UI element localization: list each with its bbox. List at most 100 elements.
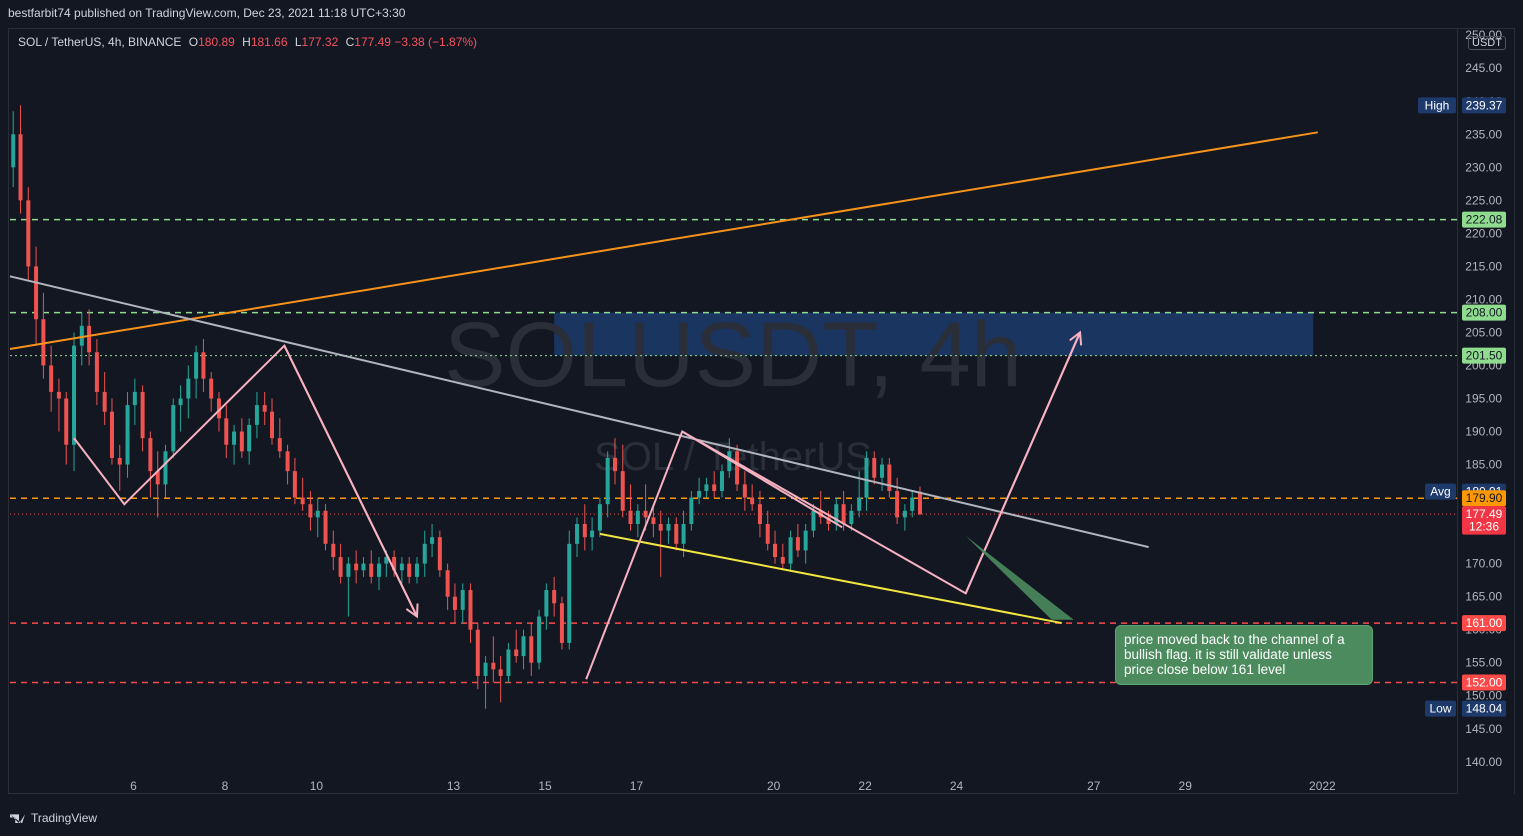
candle[interactable] <box>674 517 679 551</box>
price-axis[interactable] <box>1458 28 1515 794</box>
candle[interactable] <box>194 345 199 399</box>
price-label[interactable]: 152.00 <box>1462 674 1506 691</box>
candle[interactable] <box>750 484 755 511</box>
candle[interactable] <box>780 543 785 571</box>
price-label[interactable]: 12:36 <box>1462 518 1506 535</box>
candle[interactable] <box>377 557 382 591</box>
candle[interactable] <box>94 339 99 406</box>
candle[interactable] <box>346 557 351 617</box>
trendline[interactable] <box>73 343 418 617</box>
candle[interactable] <box>757 490 762 538</box>
candle[interactable] <box>902 504 907 531</box>
candle[interactable] <box>163 444 168 498</box>
trendline[interactable] <box>283 345 418 617</box>
candle[interactable] <box>628 484 633 531</box>
analysis-note[interactable]: price moved back to the channel of a bul… <box>1115 625 1373 685</box>
candle[interactable] <box>239 418 244 458</box>
candle[interactable] <box>742 471 747 511</box>
candle[interactable] <box>880 457 885 491</box>
candle[interactable] <box>643 484 648 531</box>
chart-pane[interactable] <box>8 28 1458 794</box>
candle[interactable] <box>666 517 671 544</box>
candle[interactable] <box>300 477 305 511</box>
trendline[interactable] <box>9 131 1318 350</box>
candle[interactable] <box>422 530 427 577</box>
candle[interactable] <box>262 391 267 425</box>
candle[interactable] <box>26 187 31 280</box>
candle[interactable] <box>910 490 915 518</box>
candle[interactable] <box>895 477 900 524</box>
candle[interactable] <box>361 557 366 577</box>
candle[interactable] <box>704 477 709 498</box>
candle[interactable] <box>834 497 839 531</box>
candle[interactable] <box>323 504 328 551</box>
trendline[interactable] <box>599 532 1062 625</box>
candle[interactable] <box>232 424 237 465</box>
candle[interactable] <box>445 563 450 610</box>
candle[interactable] <box>49 345 54 412</box>
candle[interactable] <box>460 583 465 624</box>
candle[interactable] <box>399 557 404 584</box>
price-label[interactable]: 161.00 <box>1462 615 1506 632</box>
candle[interactable] <box>64 391 69 465</box>
candle[interactable] <box>597 497 602 538</box>
target-zone[interactable] <box>554 312 1314 356</box>
candle[interactable] <box>18 105 23 214</box>
candle[interactable] <box>605 451 610 518</box>
candle[interactable] <box>620 444 625 518</box>
candle[interactable] <box>635 504 640 538</box>
candle[interactable] <box>414 557 419 584</box>
candle[interactable] <box>567 530 572 650</box>
candle[interactable] <box>735 444 740 491</box>
candle[interactable] <box>407 557 412 584</box>
candle[interactable] <box>864 451 869 511</box>
candle[interactable] <box>155 451 160 518</box>
candle[interactable] <box>72 332 77 472</box>
candle[interactable] <box>537 609 542 670</box>
candle[interactable] <box>468 583 473 643</box>
candle[interactable] <box>514 629 519 663</box>
candle[interactable] <box>719 464 724 498</box>
candle[interactable] <box>788 530 793 571</box>
candle[interactable] <box>803 524 808 564</box>
candle[interactable] <box>109 398 114 465</box>
candle[interactable] <box>917 486 922 516</box>
candle[interactable] <box>308 490 313 531</box>
candle[interactable] <box>590 517 595 551</box>
candle[interactable] <box>117 444 122 491</box>
candle[interactable] <box>818 490 823 524</box>
candle[interactable] <box>765 510 770 551</box>
candle[interactable] <box>430 524 435 558</box>
trendline[interactable] <box>681 430 843 529</box>
tradingview-logo[interactable]: TradingView <box>10 811 97 825</box>
candle[interactable] <box>354 550 359 584</box>
price-label[interactable]: 222.08 <box>1462 211 1506 228</box>
candle[interactable] <box>148 431 153 498</box>
currency-badge[interactable]: USDT <box>1468 36 1506 50</box>
candle[interactable] <box>315 497 320 538</box>
candle[interactable] <box>292 457 297 505</box>
candle[interactable] <box>140 385 145 452</box>
candle[interactable] <box>544 583 549 630</box>
candle[interactable] <box>529 623 534 676</box>
candle[interactable] <box>79 312 84 366</box>
candle[interactable] <box>712 471 717 498</box>
candle[interactable] <box>475 623 480 690</box>
candle[interactable] <box>872 451 877 485</box>
candle[interactable] <box>552 576 557 617</box>
candle[interactable] <box>849 504 854 531</box>
candle[interactable] <box>582 504 587 551</box>
candle[interactable] <box>773 530 778 564</box>
candle[interactable] <box>132 378 137 425</box>
candle[interactable] <box>209 372 214 412</box>
candle[interactable] <box>270 398 275 445</box>
candle[interactable] <box>795 524 800 558</box>
candle[interactable] <box>437 530 442 577</box>
candle[interactable] <box>277 418 282 458</box>
candle[interactable] <box>559 596 564 650</box>
candle[interactable] <box>689 490 694 531</box>
price-label[interactable]: 239.37 High <box>1418 97 1506 114</box>
candle[interactable] <box>247 418 252 465</box>
candle[interactable] <box>612 438 617 485</box>
